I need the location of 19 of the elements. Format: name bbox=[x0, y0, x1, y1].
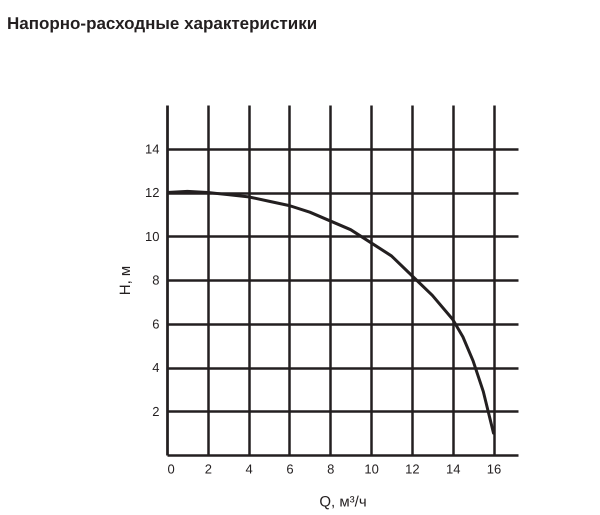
x-tick-label: 4 bbox=[246, 462, 253, 476]
x-tick-label: 2 bbox=[204, 462, 212, 476]
y-tick-label: 4 bbox=[152, 360, 160, 375]
y-tick-label: 8 bbox=[152, 272, 160, 288]
x-tick-label: 8 bbox=[327, 462, 334, 476]
x-tick-label: 10 bbox=[364, 462, 379, 476]
y-axis-title: H, м bbox=[117, 266, 134, 296]
x-tick-label: 16 bbox=[486, 462, 502, 476]
x-axis-title: Q, м³/ч bbox=[319, 494, 367, 510]
x-tick-label: 12 bbox=[405, 462, 420, 476]
y-tick-label: 6 bbox=[152, 316, 160, 332]
y-tick-label: 2 bbox=[152, 404, 160, 419]
x-tick-label: 6 bbox=[286, 462, 294, 476]
y-tick-label: 12 bbox=[145, 185, 160, 200]
x-tick-label: 14 bbox=[446, 462, 460, 476]
y-tick-label: 10 bbox=[145, 228, 160, 244]
x-tick-label: 0 bbox=[168, 462, 175, 476]
chart-title: Напорно-расходные характеристики bbox=[7, 14, 318, 33]
y-tick-label: 14 bbox=[145, 141, 160, 156]
